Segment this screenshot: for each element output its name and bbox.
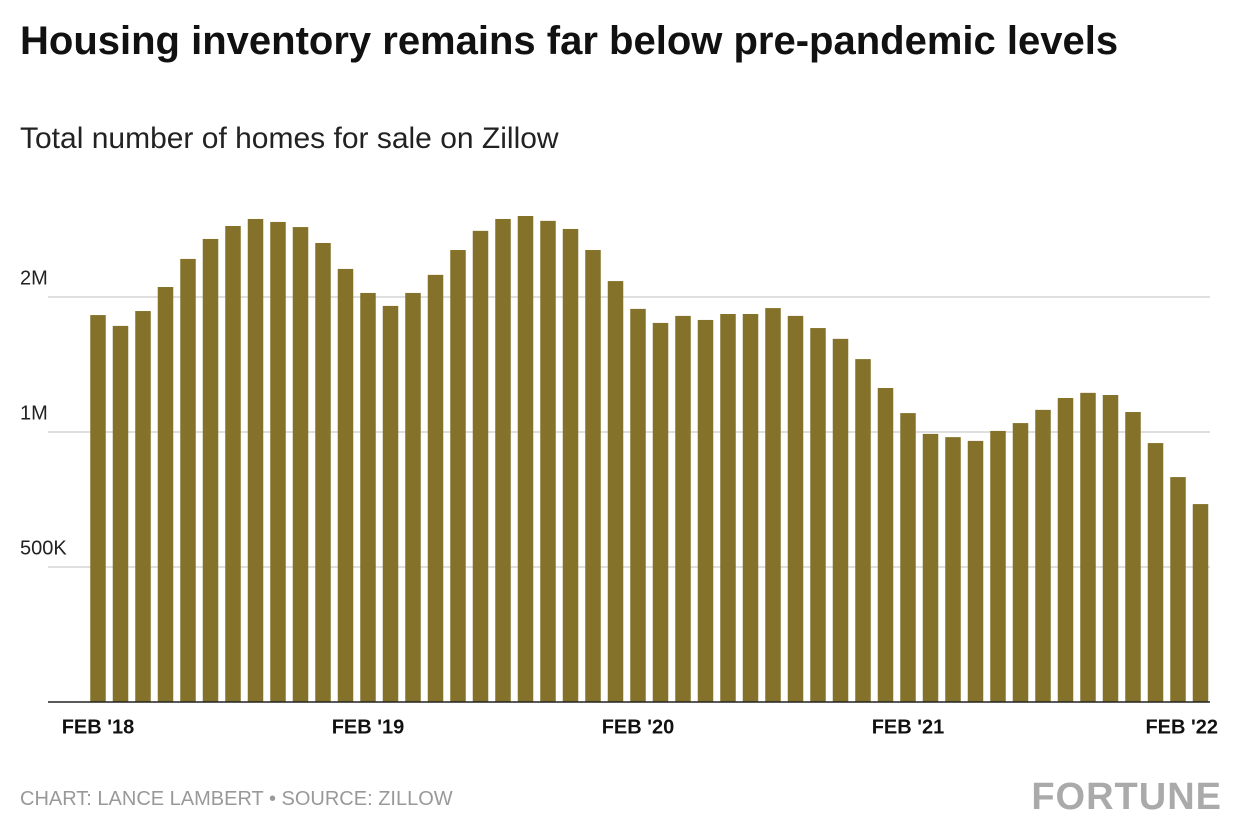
bar [202, 238, 219, 702]
bar [922, 433, 939, 702]
bar [607, 281, 624, 702]
bar [90, 315, 106, 702]
bar [112, 325, 129, 702]
source-note: CHART: LANCE LAMBERT • SOURCE: ZILLOW [20, 788, 453, 810]
bar [270, 221, 286, 702]
bar [1012, 423, 1029, 702]
bar [1035, 409, 1051, 702]
y-tick-label: 1M [20, 402, 48, 424]
bar [360, 292, 376, 702]
bar [1192, 504, 1209, 702]
bar [1147, 443, 1164, 702]
chart-subtitle: Total number of homes for sale on Zillow [20, 122, 559, 155]
bar [967, 440, 984, 702]
bar [135, 311, 151, 702]
bar [1080, 392, 1096, 702]
bar [1102, 395, 1119, 702]
bar [810, 328, 826, 702]
x-tick-label: FEB '22 [1145, 716, 1218, 738]
bar [900, 413, 916, 702]
bar [540, 220, 556, 703]
x-tick-label: FEB '18 [62, 716, 135, 738]
bar [225, 225, 241, 703]
logo: FORTUNE [1031, 776, 1222, 818]
bar [990, 430, 1006, 702]
bar [472, 230, 489, 702]
bar [652, 322, 669, 702]
bar [832, 338, 849, 702]
bar [180, 258, 196, 702]
y-tick-label: 2M [20, 267, 48, 289]
x-tick-label: FEB '20 [602, 716, 675, 738]
bar [787, 315, 804, 702]
bar [427, 274, 444, 702]
bar [495, 218, 511, 702]
bar [450, 250, 466, 702]
bar [157, 287, 174, 702]
x-tick-label: FEB '19 [332, 716, 405, 738]
bar [945, 437, 961, 702]
bar [585, 250, 601, 702]
chart-title: Housing inventory remains far below pre-… [20, 19, 1119, 63]
x-tick-label: FEB '21 [872, 716, 945, 738]
bar [337, 268, 354, 702]
y-tick-label: 500K [20, 537, 67, 559]
bar [720, 314, 736, 702]
bar [562, 228, 579, 702]
bar [1057, 397, 1074, 702]
bar [1170, 477, 1186, 702]
bar [630, 308, 646, 702]
bar [855, 359, 871, 702]
bar [1125, 412, 1141, 702]
bar [675, 315, 691, 702]
bar [315, 243, 331, 702]
bar [292, 227, 309, 702]
bar [382, 305, 399, 702]
bar [877, 387, 894, 702]
bar [247, 218, 264, 702]
bar [765, 308, 781, 702]
bar [742, 314, 759, 702]
bar [517, 216, 534, 702]
bar [405, 292, 421, 702]
bar [697, 319, 714, 702]
